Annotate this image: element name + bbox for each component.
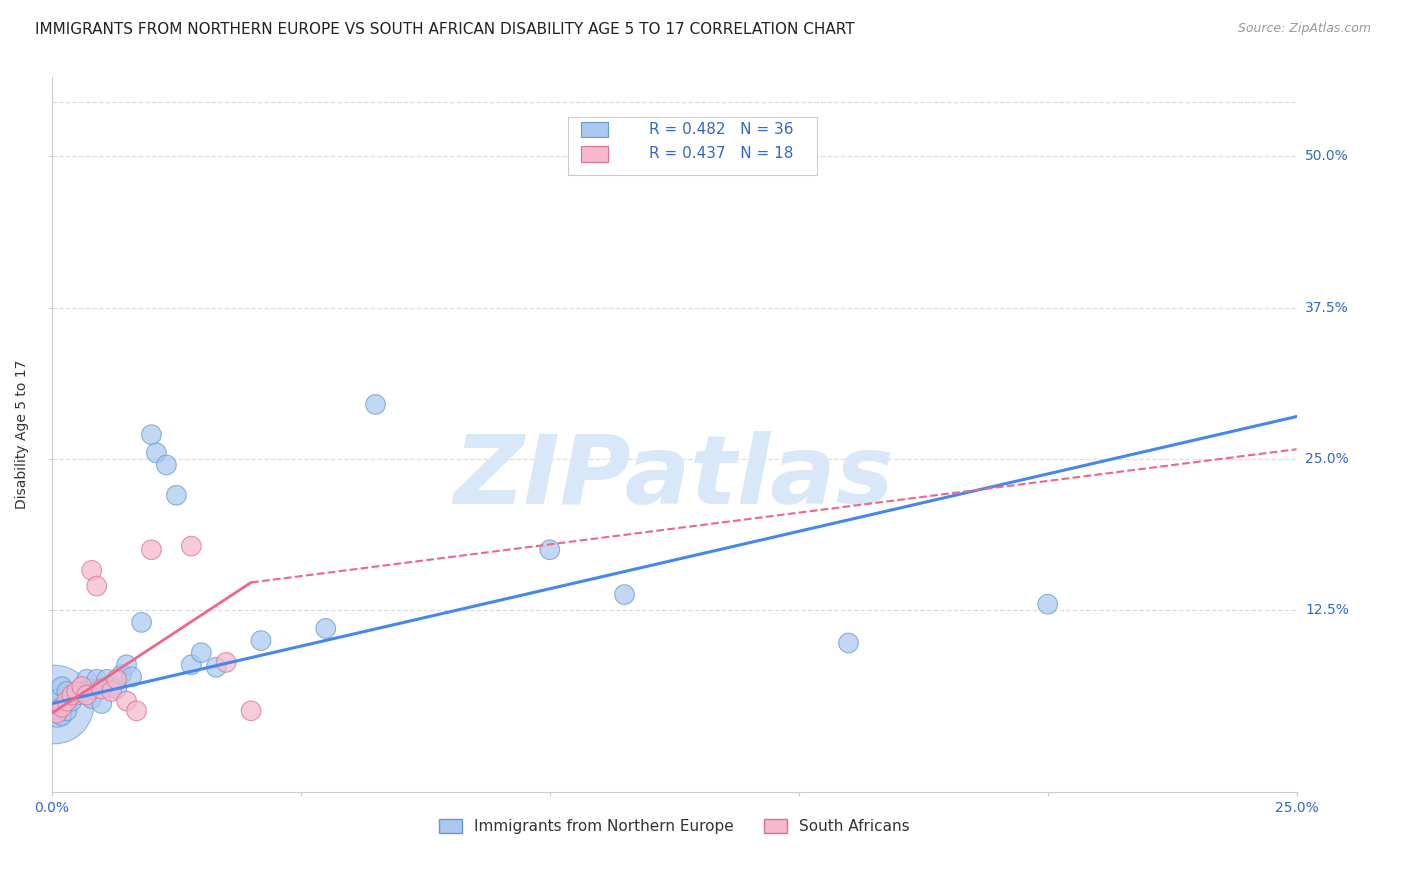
Point bbox=[131, 615, 153, 630]
Y-axis label: Disability Age 5 to 17: Disability Age 5 to 17 bbox=[15, 360, 30, 509]
FancyBboxPatch shape bbox=[568, 117, 817, 176]
Text: Source: ZipAtlas.com: Source: ZipAtlas.com bbox=[1237, 22, 1371, 36]
Point bbox=[56, 704, 79, 718]
Point bbox=[80, 563, 103, 577]
Point bbox=[80, 691, 103, 706]
Text: 12.5%: 12.5% bbox=[1305, 603, 1348, 617]
Point bbox=[90, 697, 112, 711]
Point bbox=[56, 684, 79, 698]
Point bbox=[205, 660, 228, 674]
Point bbox=[141, 542, 163, 557]
Point bbox=[121, 670, 143, 684]
Legend: Immigrants from Northern Europe, South Africans: Immigrants from Northern Europe, South A… bbox=[439, 819, 910, 834]
Point bbox=[51, 680, 73, 694]
Point bbox=[180, 539, 202, 553]
Point bbox=[66, 684, 89, 698]
Point bbox=[538, 542, 561, 557]
Point bbox=[155, 458, 177, 472]
Point bbox=[250, 633, 273, 648]
Point bbox=[70, 680, 93, 694]
Point bbox=[70, 684, 93, 698]
Point bbox=[90, 681, 112, 696]
Point bbox=[180, 657, 202, 672]
Text: 50.0%: 50.0% bbox=[1305, 149, 1348, 163]
Point bbox=[56, 694, 79, 708]
Point bbox=[638, 152, 661, 166]
Point bbox=[96, 673, 118, 687]
Point bbox=[80, 681, 103, 696]
Point bbox=[66, 688, 89, 702]
FancyBboxPatch shape bbox=[581, 121, 609, 137]
Text: R = 0.482   N = 36: R = 0.482 N = 36 bbox=[650, 122, 794, 137]
Point bbox=[115, 657, 138, 672]
Point bbox=[613, 588, 636, 602]
Point bbox=[364, 397, 387, 411]
Point bbox=[76, 673, 98, 687]
Text: 25.0%: 25.0% bbox=[1305, 452, 1348, 466]
Point bbox=[315, 622, 337, 636]
Point bbox=[60, 688, 83, 702]
Point bbox=[45, 706, 67, 721]
Point bbox=[76, 688, 98, 702]
FancyBboxPatch shape bbox=[581, 146, 609, 161]
Point bbox=[45, 691, 67, 706]
Point bbox=[100, 680, 122, 694]
Point bbox=[1036, 597, 1059, 611]
Point bbox=[105, 673, 128, 687]
Point bbox=[141, 427, 163, 442]
Point bbox=[105, 681, 128, 696]
Point bbox=[145, 446, 167, 460]
Point bbox=[838, 636, 860, 650]
Point bbox=[44, 697, 66, 711]
Point bbox=[86, 579, 108, 593]
Point bbox=[190, 646, 212, 660]
Point bbox=[60, 694, 83, 708]
Point bbox=[240, 704, 263, 718]
Point bbox=[51, 700, 73, 714]
Point bbox=[115, 694, 138, 708]
Text: ZIPatlas: ZIPatlas bbox=[454, 431, 894, 524]
Point bbox=[51, 708, 73, 723]
Point bbox=[125, 704, 148, 718]
Point bbox=[86, 673, 108, 687]
Point bbox=[165, 488, 187, 502]
Text: R = 0.437   N = 18: R = 0.437 N = 18 bbox=[650, 146, 794, 161]
Point bbox=[100, 684, 122, 698]
Text: IMMIGRANTS FROM NORTHERN EUROPE VS SOUTH AFRICAN DISABILITY AGE 5 TO 17 CORRELAT: IMMIGRANTS FROM NORTHERN EUROPE VS SOUTH… bbox=[35, 22, 855, 37]
Point bbox=[215, 656, 238, 670]
Point bbox=[45, 706, 67, 721]
Text: 37.5%: 37.5% bbox=[1305, 301, 1348, 315]
Point bbox=[111, 667, 134, 681]
